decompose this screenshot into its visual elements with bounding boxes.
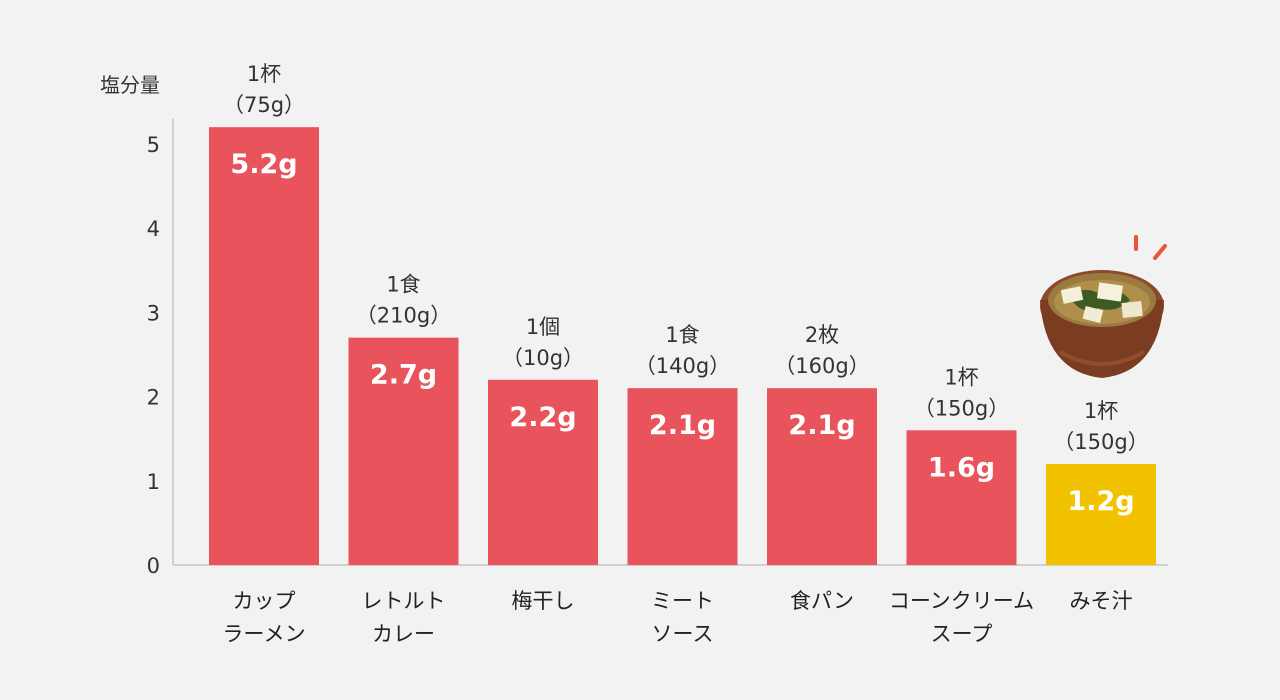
x-category-label: コーンクリーム <box>889 589 1034 613</box>
bar-group: 2.2g 1個 （10g） 梅干し <box>488 315 598 613</box>
bar-portion-label: 2枚 <box>805 323 839 347</box>
bar <box>348 337 459 565</box>
y-tick-label: 0 <box>147 554 160 578</box>
y-tick-label: 5 <box>147 133 160 157</box>
bar-value-label: 1.2g <box>1067 486 1134 517</box>
x-category-label: カレー <box>372 622 435 646</box>
bar <box>488 379 598 565</box>
bar-portion-label: 1食 <box>665 323 699 347</box>
x-category-label: 梅干し <box>512 589 575 613</box>
y-axis-ticks: 0 1 2 3 4 5 <box>147 133 160 578</box>
bar-portion-label: （10g） <box>502 346 584 370</box>
miso-soup-bowl-icon <box>1040 235 1167 378</box>
bar-portion-label: （140g） <box>635 354 730 378</box>
bar-value-label: 2.7g <box>370 360 437 391</box>
bar-value-label: 1.6g <box>928 452 995 483</box>
bar <box>767 388 877 565</box>
bar-value-label: 2.1g <box>649 410 716 441</box>
y-tick-label: 3 <box>147 301 160 325</box>
bar-portion-label: 1杯 <box>944 365 978 389</box>
x-category-label: ソース <box>652 622 714 646</box>
x-category-label: スープ <box>931 622 993 646</box>
bar-portion-label: 1杯 <box>247 62 281 86</box>
bar <box>209 127 319 565</box>
bar-portion-label: 1杯 <box>1084 399 1118 423</box>
bar-group: 2.1g 2枚 （160g） 食パン <box>767 323 877 613</box>
y-tick-label: 2 <box>147 386 160 410</box>
x-category-label: ミート <box>651 589 714 613</box>
y-tick-label: 1 <box>147 470 160 494</box>
bar-portion-label: 1個 <box>526 315 560 339</box>
x-category-label: カップ <box>233 589 296 613</box>
bar-portion-label: （150g） <box>914 396 1009 420</box>
bar-portion-label: （75g） <box>223 93 305 117</box>
x-category-label: みそ汁 <box>1070 589 1133 613</box>
bar <box>627 388 738 565</box>
highlight-bar <box>1046 463 1156 565</box>
bar-portion-label: 1食 <box>386 273 420 297</box>
bar-value-label: 5.2g <box>230 149 297 180</box>
bar-portion-label: （160g） <box>774 354 869 378</box>
x-category-label: 食パン <box>790 589 854 613</box>
x-category-label: レトルト <box>362 589 446 613</box>
bar-value-label: 2.2g <box>509 402 576 433</box>
y-tick-label: 4 <box>147 217 160 241</box>
bar-portion-label: （150g） <box>1053 430 1148 454</box>
bar-portion-label: （210g） <box>356 304 451 328</box>
bar <box>906 430 1017 565</box>
x-category-label: ラーメン <box>222 622 305 646</box>
bar-value-label: 2.1g <box>788 410 855 441</box>
y-axis-label: 塩分量 <box>100 73 160 97</box>
bar-group: 1.2g 1杯 （150g） みそ汁 <box>1046 399 1156 613</box>
